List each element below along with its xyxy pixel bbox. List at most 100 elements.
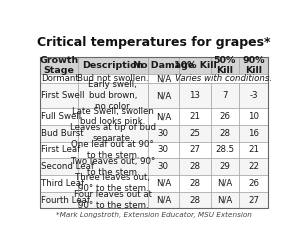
Text: 21: 21 <box>248 145 259 154</box>
Bar <box>148 57 179 74</box>
Text: 28: 28 <box>189 196 200 205</box>
Bar <box>211 192 239 208</box>
Bar <box>40 142 78 158</box>
Text: Bud not swollen.: Bud not swollen. <box>77 74 149 83</box>
Text: No Damage: No Damage <box>133 61 194 70</box>
Text: 13: 13 <box>189 91 200 100</box>
Text: 30: 30 <box>158 162 169 171</box>
Bar <box>179 158 211 175</box>
Bar <box>40 125 78 142</box>
Bar <box>239 142 268 158</box>
Bar <box>148 83 179 108</box>
Bar <box>239 108 268 125</box>
Text: 50%
Kill: 50% Kill <box>214 56 236 75</box>
Bar <box>40 192 78 208</box>
Bar <box>239 83 268 108</box>
Text: 27: 27 <box>189 145 200 154</box>
Bar <box>78 57 148 74</box>
Text: First Leaf: First Leaf <box>41 145 80 154</box>
Text: 30: 30 <box>158 145 169 154</box>
Text: 10: 10 <box>248 112 259 121</box>
Text: N/A: N/A <box>156 179 171 188</box>
Bar <box>40 108 78 125</box>
Text: Full Swell: Full Swell <box>41 112 81 121</box>
Bar <box>148 74 179 83</box>
Bar <box>211 125 239 142</box>
Text: 10% Kill: 10% Kill <box>173 61 216 70</box>
Text: Three leaves out,
90° to the stem.: Three leaves out, 90° to the stem. <box>75 173 150 193</box>
Bar <box>148 142 179 158</box>
Bar <box>78 125 148 142</box>
Text: N/A: N/A <box>156 91 171 100</box>
Bar <box>179 108 211 125</box>
Bar <box>239 192 268 208</box>
Text: 7: 7 <box>222 91 228 100</box>
Text: Second Leaf: Second Leaf <box>41 162 94 171</box>
Bar <box>179 125 211 142</box>
Text: N/A: N/A <box>156 112 171 121</box>
Text: Growth
Stage: Growth Stage <box>39 56 79 75</box>
Bar <box>148 125 179 142</box>
Text: Varies with conditions.: Varies with conditions. <box>175 74 272 83</box>
Text: 28: 28 <box>189 162 200 171</box>
Text: 22: 22 <box>248 162 259 171</box>
Bar <box>211 175 239 192</box>
Bar <box>148 158 179 175</box>
Text: Leaves at tip of bud
separate.: Leaves at tip of bud separate. <box>70 123 156 143</box>
Bar <box>78 142 148 158</box>
Bar <box>211 83 239 108</box>
Text: N/A: N/A <box>156 196 171 205</box>
Bar <box>179 142 211 158</box>
Bar <box>78 175 148 192</box>
Text: 29: 29 <box>220 162 230 171</box>
Text: N/A: N/A <box>156 74 171 83</box>
Bar <box>211 158 239 175</box>
Text: 26: 26 <box>220 112 230 121</box>
Bar <box>148 108 179 125</box>
Bar <box>40 57 78 74</box>
Bar <box>40 158 78 175</box>
Text: 21: 21 <box>189 112 200 121</box>
Text: 30: 30 <box>158 129 169 138</box>
Text: Two leaves out, 90°
to the stem.: Two leaves out, 90° to the stem. <box>71 157 155 177</box>
Bar <box>40 74 78 83</box>
Text: 90%
Kill: 90% Kill <box>242 56 265 75</box>
Bar <box>211 142 239 158</box>
Bar <box>179 83 211 108</box>
Bar <box>78 158 148 175</box>
Text: 28.5: 28.5 <box>215 145 235 154</box>
Bar <box>179 57 211 74</box>
Bar <box>239 175 268 192</box>
Bar <box>78 83 148 108</box>
Text: Third Leaf: Third Leaf <box>41 179 84 188</box>
Bar <box>239 125 268 142</box>
Bar <box>148 192 179 208</box>
Bar <box>179 192 211 208</box>
Bar <box>78 108 148 125</box>
Text: 28: 28 <box>189 179 200 188</box>
Text: First Swell: First Swell <box>41 91 85 100</box>
Bar <box>148 175 179 192</box>
Bar <box>179 175 211 192</box>
Text: 28: 28 <box>220 129 230 138</box>
Bar <box>239 57 268 74</box>
Bar <box>78 74 148 83</box>
Text: 25: 25 <box>189 129 200 138</box>
Text: Early swell,
bud brown,
no color.: Early swell, bud brown, no color. <box>88 80 137 111</box>
Text: Bud Burst: Bud Burst <box>41 129 84 138</box>
Text: *Mark Longstroth, Extension Educator, MSU Extension: *Mark Longstroth, Extension Educator, MS… <box>56 212 252 218</box>
Bar <box>211 57 239 74</box>
Bar <box>211 108 239 125</box>
Text: Late Swell, swollen
bud looks pink.: Late Swell, swollen bud looks pink. <box>72 107 154 126</box>
Bar <box>239 158 268 175</box>
Text: Description: Description <box>82 61 143 70</box>
Text: N/A: N/A <box>217 196 232 205</box>
Text: Dormant: Dormant <box>41 74 79 83</box>
Text: N/A: N/A <box>217 179 232 188</box>
Text: 26: 26 <box>248 179 259 188</box>
Text: 27: 27 <box>248 196 259 205</box>
Text: One leaf out at 90°
to the stem.: One leaf out at 90° to the stem. <box>71 140 154 160</box>
Text: 16: 16 <box>248 129 259 138</box>
Text: Four leaves out at
90° to the stem.: Four leaves out at 90° to the stem. <box>74 190 152 210</box>
Bar <box>40 175 78 192</box>
